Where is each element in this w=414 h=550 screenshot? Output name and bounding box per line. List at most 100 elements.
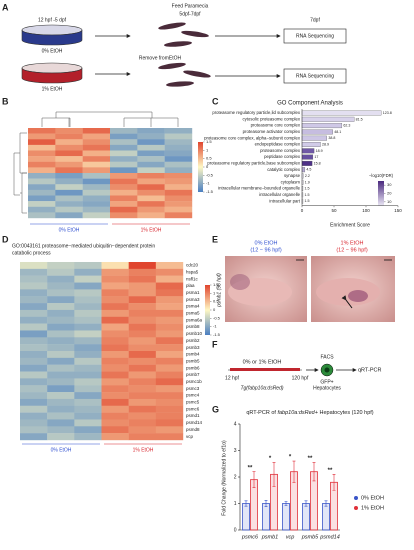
panel-c: C GO Component Analysis −log10(FDR) Enri… <box>204 96 402 228</box>
liver-stain <box>348 290 368 302</box>
bar <box>301 129 333 135</box>
heatmap-cell <box>164 144 193 151</box>
heatmap-cell <box>128 392 157 400</box>
heatmap-cell <box>28 156 56 162</box>
heatmap-cell <box>155 262 184 270</box>
heatmap-cell <box>101 289 129 297</box>
error-bar <box>244 500 248 507</box>
heatmap-cell <box>55 156 83 162</box>
heatmap-cell <box>82 212 111 219</box>
heatmap-cell <box>128 289 157 297</box>
heatmap-cell <box>101 405 129 413</box>
x-tick-label: psmd14 <box>319 534 340 540</box>
dish-treated <box>21 67 83 84</box>
error-bar <box>272 462 276 487</box>
heatmap-cell <box>128 323 157 331</box>
time-end: 120 hpf <box>292 375 309 381</box>
heatmap-cell <box>164 139 193 146</box>
panel-b: B 0% EtOH 1% EtOH 1.5 1 0.5 0 -0.5 -1 -1.5 <box>2 96 214 233</box>
heatmap-cell <box>74 419 102 427</box>
heatmap-cell <box>128 412 157 420</box>
significance: ** <box>328 468 333 474</box>
heatmap-cell <box>155 296 184 304</box>
heatmap-cell <box>101 433 129 441</box>
heatmap-cell <box>55 201 83 207</box>
colorbar-tick-label: -1 <box>213 324 217 329</box>
heatmap-cell <box>74 323 102 331</box>
heatmap-cell <box>74 398 102 406</box>
bar <box>301 123 343 129</box>
heatmap-cell <box>47 303 75 311</box>
heatmap-cell <box>20 275 48 283</box>
heatmap-cell <box>128 262 157 270</box>
heatmap-cell <box>74 364 102 372</box>
significance: ** <box>308 456 313 462</box>
heatmap-cell <box>28 189 56 196</box>
bar <box>301 142 321 147</box>
heatmap-cell <box>164 156 193 162</box>
heatmap-cell <box>82 195 111 202</box>
heatmap-cell <box>110 212 138 219</box>
category-label: synapse <box>284 173 301 178</box>
heatmap-title: catabolic process <box>12 250 51 256</box>
heatmap-cell <box>55 173 83 179</box>
heatmap-cell <box>47 433 75 441</box>
heatmap-cell <box>101 426 129 434</box>
heatmap-cell <box>20 385 48 393</box>
bar <box>301 110 382 116</box>
nucleus <box>324 367 330 373</box>
heatmap-cell <box>82 206 111 213</box>
significance: * <box>289 455 292 461</box>
heatmap-cell <box>137 212 165 219</box>
panel-label: G <box>212 404 219 414</box>
heatmap-cell <box>28 167 56 174</box>
heatmap-cell <box>128 275 157 283</box>
error-bar <box>292 460 296 483</box>
panel-label: E <box>212 234 218 244</box>
heatmap-cell <box>155 275 184 283</box>
category-label: endopeptidase complex <box>255 142 301 147</box>
dish-control <box>21 29 83 46</box>
heatmap-cell <box>101 351 129 359</box>
y-tick-label: 4 <box>234 421 237 427</box>
heatmap-cell <box>164 173 193 179</box>
time-start: 12 hpf <box>225 375 240 381</box>
larvae <box>158 22 211 87</box>
heatmap-cell <box>101 364 129 372</box>
bar <box>242 503 250 531</box>
feed-label: Feed Paramecia <box>172 3 209 9</box>
category-label: intracellular membrane−bounded organelle <box>218 186 300 191</box>
heatmap-cell <box>137 178 165 185</box>
bar <box>302 503 310 531</box>
heatmap-cell <box>47 282 75 290</box>
heatmap-cell <box>47 262 75 270</box>
heatmap-cell <box>47 405 75 413</box>
heatmap-cell <box>155 371 184 379</box>
heatmap-cell <box>20 309 48 317</box>
colorbar-tick-label: -0.5 <box>206 172 214 177</box>
heatmap-cell <box>101 275 129 283</box>
value-label: 15.8 <box>314 161 321 165</box>
x-tick-label: 50 <box>331 208 337 213</box>
panel-f: F 0% or 1% EtOH 12 hpf 120 hpf Tg(fabp10… <box>212 339 381 391</box>
heatmap-cell <box>28 212 56 219</box>
heatmap-cell <box>47 275 75 283</box>
legend-marker <box>354 496 358 500</box>
bar <box>282 503 290 531</box>
dose-time: 12 hpf -5 dpf <box>38 17 67 23</box>
heatmap-cell <box>55 206 83 213</box>
heatmap-cell <box>74 371 102 379</box>
heatmap-cell <box>128 378 157 386</box>
condition: 0% EtOH <box>255 240 278 246</box>
exposure-bar <box>230 368 300 371</box>
heatmap-cell <box>28 206 56 213</box>
heatmap-cell <box>101 323 129 331</box>
heatmap-cell <box>20 337 48 345</box>
heatmap-cell <box>20 268 48 276</box>
heatmap-cell <box>55 139 83 146</box>
colorbar-tick-label: 0.5 <box>213 299 219 304</box>
heatmap-cell <box>20 392 48 400</box>
heatmap-cell <box>47 351 75 359</box>
heatmap-cell <box>128 316 157 324</box>
title-part: fabp10a:dsRed+ <box>277 410 318 416</box>
